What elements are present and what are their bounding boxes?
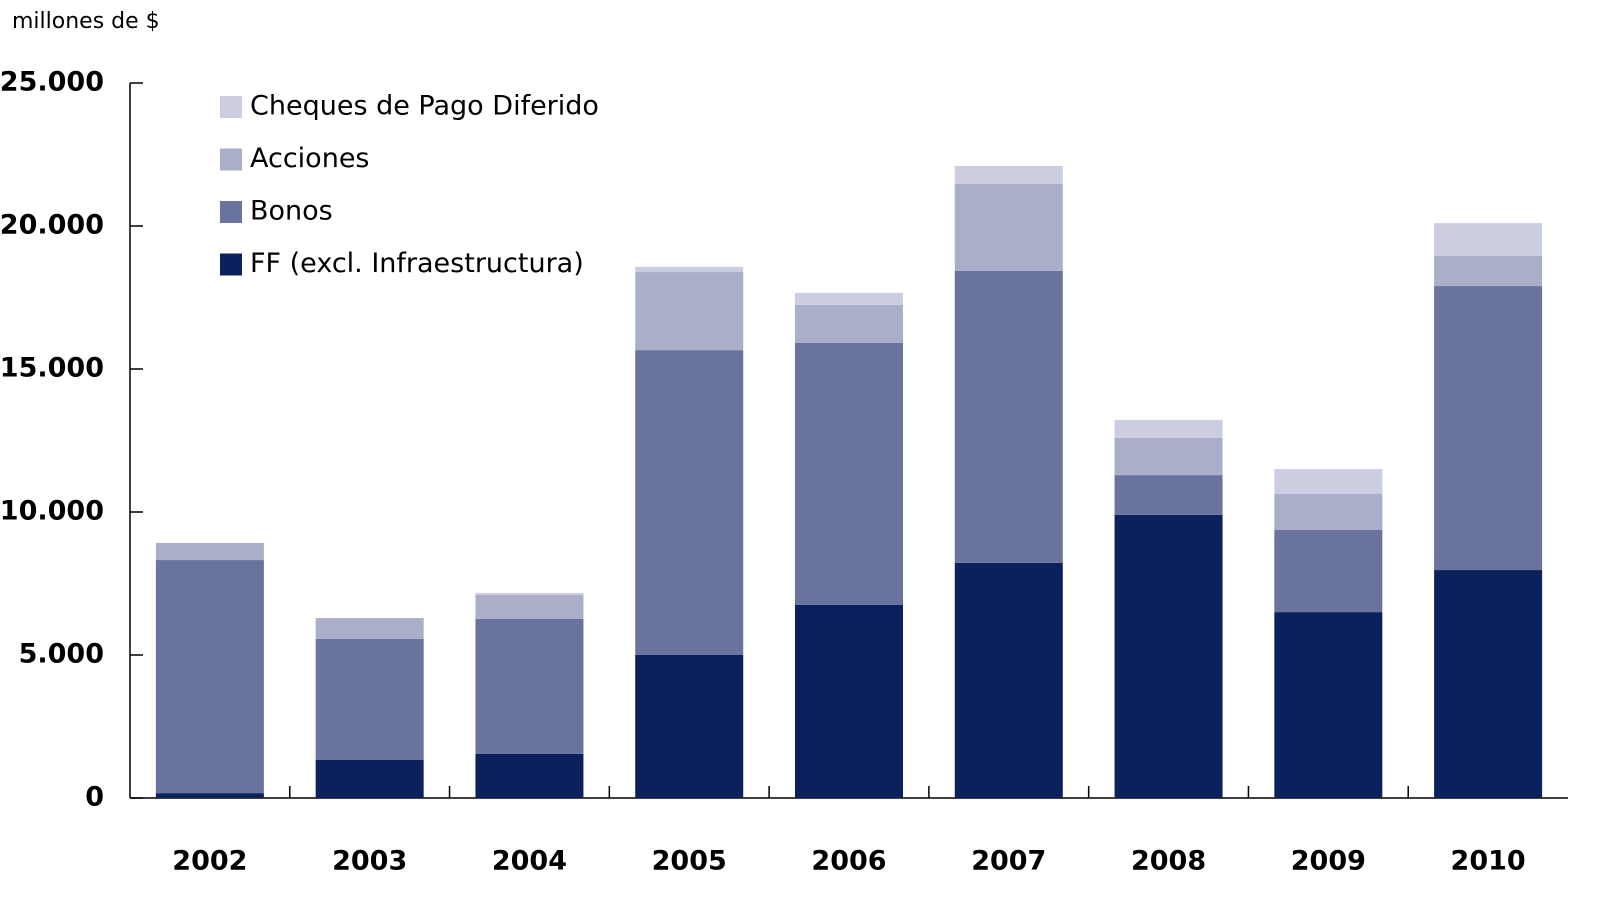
legend-swatch [220, 253, 242, 276]
legend-swatch [220, 201, 242, 223]
bar-segment [795, 304, 903, 343]
legend-label: Acciones [250, 143, 370, 174]
bar-segment [795, 604, 903, 798]
y-tick-label: 20.000 [0, 210, 104, 241]
bar-segment [795, 292, 903, 305]
bar-segment [475, 592, 584, 595]
legend-label: Bonos [250, 196, 333, 227]
bar-segment [1434, 570, 1543, 798]
bar-segment [1114, 514, 1223, 798]
bar-segment [315, 638, 424, 760]
bar-segment [954, 183, 1063, 271]
y-axis-label: millones de $ [12, 9, 160, 34]
x-tick-label: 2005 [652, 846, 727, 877]
bar-segment [1274, 612, 1383, 798]
legend-label: FF (excl. Infraestructura) [250, 248, 584, 279]
bar-segment [795, 342, 903, 605]
bar-segment [315, 618, 424, 639]
legend-swatch [220, 96, 242, 118]
bar-segment [954, 562, 1063, 798]
y-tick-label: 0 [85, 782, 104, 813]
bar-segment [635, 350, 744, 655]
bar-segment [1274, 493, 1383, 531]
bar-segment [475, 618, 584, 754]
y-tick-label: 10.000 [0, 496, 104, 527]
x-tick-label: 2008 [1131, 846, 1206, 877]
bar-segment [635, 655, 744, 798]
x-tick-label: 2004 [492, 846, 567, 877]
bar-segment [155, 542, 264, 561]
bar-segment [1114, 475, 1223, 515]
x-tick-label: 2010 [1451, 846, 1526, 877]
y-tick-label: 25.000 [0, 67, 104, 98]
y-tick-label: 15.000 [0, 353, 104, 384]
bar-segment [1434, 256, 1543, 287]
legend-label: Cheques de Pago Diferido [250, 91, 599, 122]
bar-segment [954, 165, 1063, 184]
x-tick-label: 2007 [971, 846, 1046, 877]
bar-segment [155, 793, 264, 798]
x-tick-label: 2003 [332, 846, 407, 877]
x-tick-label: 2002 [172, 846, 247, 877]
bar-segment [1114, 419, 1223, 438]
bar-segment [315, 759, 424, 798]
bar-segment [475, 594, 584, 619]
x-tick-label: 2006 [811, 846, 886, 877]
bar-segment [635, 272, 744, 351]
bar-segment [1114, 437, 1223, 476]
bar-segment [1434, 223, 1543, 257]
legend-swatch [220, 148, 242, 171]
y-tick-label: 5.000 [19, 639, 104, 670]
bar-segment [1274, 469, 1383, 494]
x-tick-label: 2009 [1291, 846, 1366, 877]
bar-segment [475, 753, 584, 798]
bar-segment [1274, 530, 1383, 613]
bar-segment [954, 270, 1063, 563]
bar-segment [635, 266, 744, 273]
bar-segment [155, 560, 264, 794]
bar-segment [1434, 286, 1543, 571]
